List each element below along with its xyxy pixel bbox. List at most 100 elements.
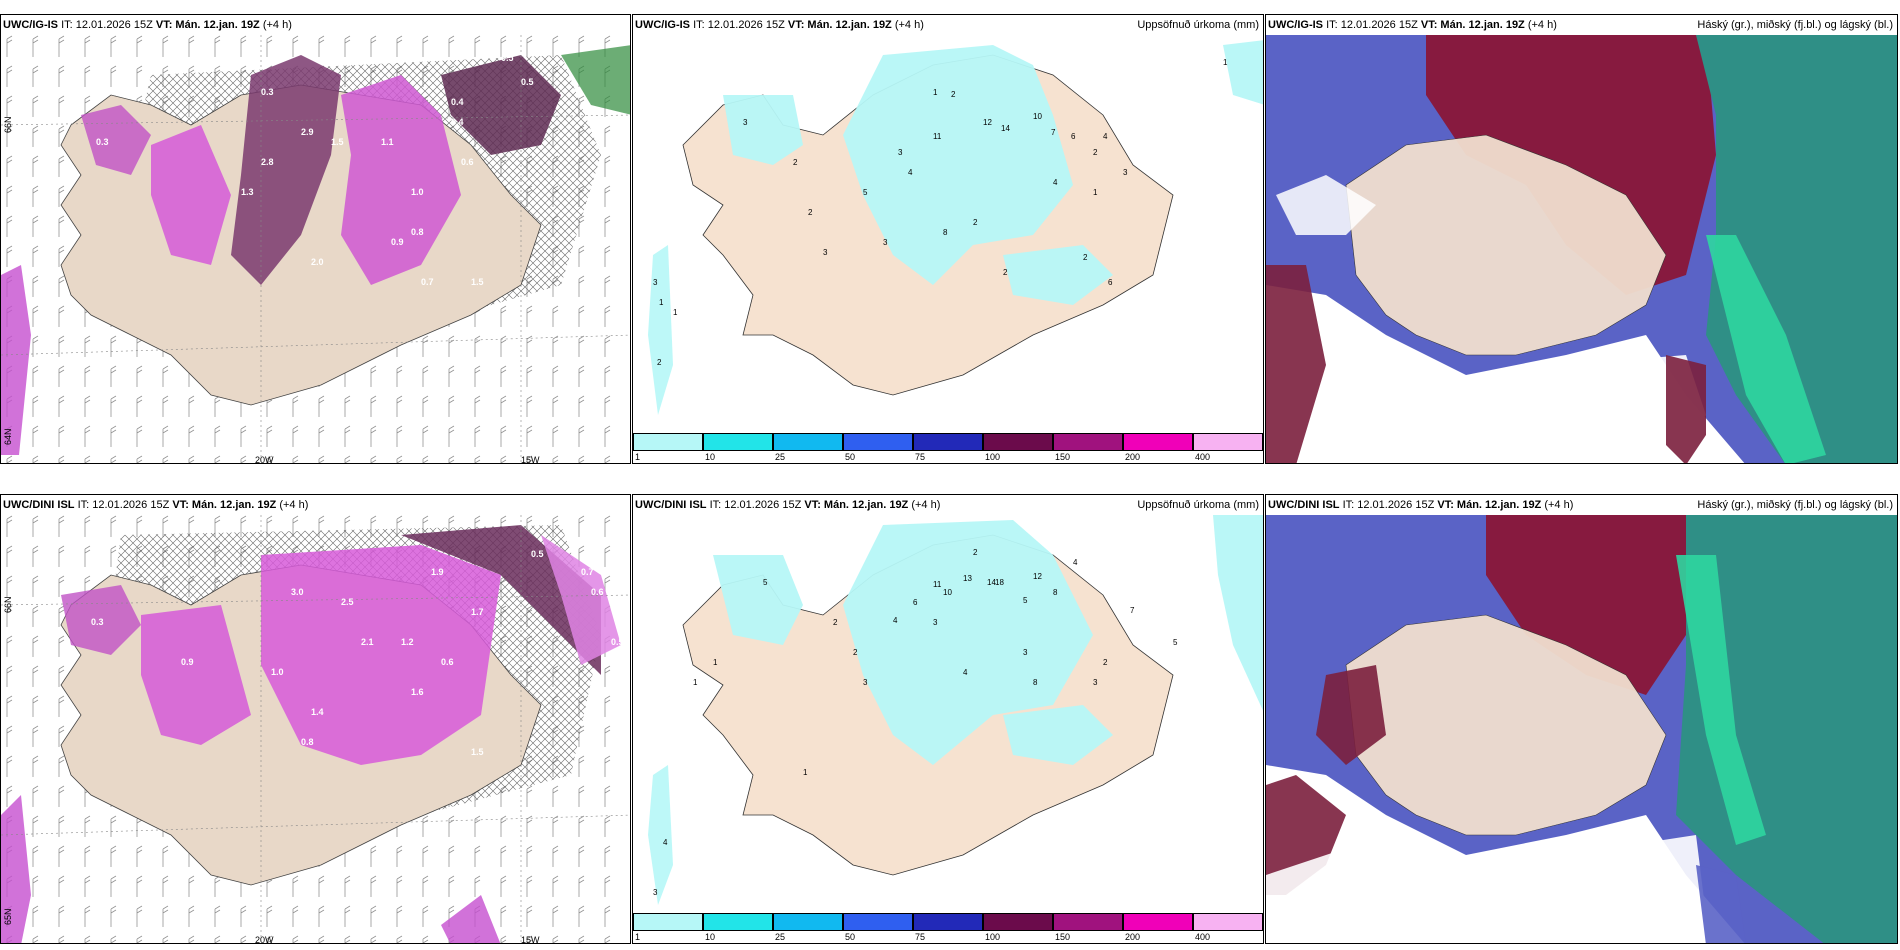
init-time: IT: 12.01.2026 15Z (1342, 499, 1435, 511)
colorbar-label: 200 (1125, 452, 1141, 462)
value-label: 3 (743, 118, 748, 127)
precip-title: Uppsöfnuð úrkoma (mm) (1137, 19, 1259, 31)
colorbar-swatch (773, 913, 843, 931)
value-label: 2 (973, 218, 978, 227)
value-label: 2 (657, 358, 662, 367)
value-label: 0.9 (181, 657, 194, 667)
colorbar-label: 25 (775, 452, 786, 462)
lon-label-20w: 20W (255, 455, 274, 464)
colorbar-label: 200 (1125, 932, 1141, 942)
value-label: 1 (659, 298, 664, 307)
value-label: 2 (808, 208, 813, 217)
colorbar-label: 75 (915, 452, 926, 462)
value-label: 4 (1103, 132, 1108, 141)
value-label: 8 (1053, 588, 1058, 597)
colorbar-label: 10 (705, 452, 716, 462)
valid-time: VT: Mán. 12.jan. 19Z (172, 499, 277, 511)
value-label: 4 (963, 668, 968, 677)
value-label: 2.0 (311, 257, 324, 267)
valid-time: VT: Mán. 12.jan. 19Z (1420, 19, 1525, 31)
valid-time: VT: Mán. 12.jan. 19Z (155, 19, 260, 31)
init-time: IT: 12.01.2026 15Z (709, 499, 802, 511)
colorbar-swatch (633, 913, 703, 931)
value-label: 0.5 (501, 53, 514, 63)
wind-map: 0.5 0.7 0.6 3.0 2.5 2.1 1.7 1.6 1.4 1.2 … (1, 515, 630, 943)
value-label: 1.1 (381, 137, 394, 147)
value-label: 0.7 (581, 567, 594, 577)
lon-label-15w: 15W (521, 455, 540, 464)
value-label: 10 (943, 588, 952, 597)
value-label: 3 (1123, 168, 1128, 177)
colorbar-swatch (1123, 433, 1193, 451)
colorbar-swatch (703, 913, 773, 931)
lead-time: (+4 h) (1527, 19, 1557, 31)
value-label: 3 (883, 238, 888, 247)
value-label: 3 (1023, 648, 1028, 657)
value-label: 7 (1051, 128, 1056, 137)
value-label: 1.0 (411, 187, 424, 197)
value-label: 12 (1033, 572, 1042, 581)
value-label: 2 (793, 158, 798, 167)
lon-label-20w: 20W (255, 935, 274, 944)
value-label: 2.9 (301, 127, 314, 137)
cloud-title: Háský (gr.), miðský (fj.bl.) og lágský (… (1697, 19, 1893, 31)
value-label: 0.8 (411, 227, 424, 237)
value-label: 1.9 (431, 567, 444, 577)
value-label: 3.0 (291, 587, 304, 597)
value-label: 1.5 (331, 137, 344, 147)
colorbar-swatch (1123, 913, 1193, 931)
lat-label-66n: 66N (3, 596, 13, 613)
lon-label-15w: 15W (521, 935, 540, 944)
cloud-map (1266, 515, 1897, 943)
value-label: 0.7 (421, 277, 434, 287)
value-label: 2 (1003, 268, 1008, 277)
value-label: 3 (933, 618, 938, 627)
panel-header: UWC/DINI ISL IT: 12.01.2026 15Z VT: Mán.… (1266, 495, 1573, 515)
colorbar-label: 100 (985, 932, 1001, 942)
value-label: 4 (1073, 558, 1078, 567)
colorbar-label: 1 (635, 452, 641, 462)
colorbar-label: 400 (1195, 932, 1211, 942)
value-label: 1 (713, 658, 718, 667)
value-label: 11 (933, 580, 942, 589)
precip-map: 2 11 10 13 14 18 12 4 5 8 6 3 4 2 5 1 7 … (633, 515, 1263, 915)
value-label: 8 (1033, 678, 1038, 687)
value-label: 1.5 (471, 747, 484, 757)
value-label: 0.3 (91, 617, 104, 627)
lead-time: (+4 h) (894, 19, 924, 31)
colorbar-swatch (913, 433, 983, 451)
value-label: 12 (983, 118, 992, 127)
lat-label-66n: 66N (3, 116, 13, 133)
value-label: 1.7 (471, 607, 484, 617)
precip-colorbar: 1 10 25 50 75 100 150 200 400 (633, 433, 1263, 463)
colorbar-swatch (633, 433, 703, 451)
value-label: 1.3 (241, 187, 254, 197)
value-label: 0.8 (301, 737, 314, 747)
value-label: 1 (693, 678, 698, 687)
lead-time: (+4 h) (911, 499, 941, 511)
value-label: 1.5 (471, 277, 484, 287)
precip-title: Uppsöfnuð úrkoma (mm) (1137, 499, 1259, 511)
precip-colorbar: 1 10 25 50 75 100 150 200 400 (633, 913, 1263, 943)
panel-header: UWC/DINI ISL IT: 12.01.2026 15Z VT: Mán.… (1, 495, 308, 515)
value-label: 0.3 (261, 87, 274, 97)
lead-time: (+4 h) (1544, 499, 1574, 511)
value-label: 10 (1033, 112, 1042, 121)
model-name: UWC/DINI ISL (3, 499, 75, 511)
colorbar-swatch (1053, 433, 1123, 451)
value-label: 1.0 (271, 667, 284, 677)
value-label: 0.5 (521, 77, 534, 87)
value-label: 8 (943, 228, 948, 237)
value-label: 2 (1093, 148, 1098, 157)
colorbar-swatch (843, 433, 913, 451)
model-name: UWC/DINI ISL (1268, 499, 1340, 511)
cloud-title: Háský (gr.), miðský (fj.bl.) og lágský (… (1697, 499, 1893, 511)
lat-label-64n: 64N (3, 428, 13, 445)
value-label: 0.3 (96, 137, 109, 147)
value-label: 4 (1053, 178, 1058, 187)
panel-wind-top: UWC/IG-IS IT: 12.01.2026 15Z VT: Mán. 12… (0, 14, 631, 464)
colorbar-swatch (913, 913, 983, 931)
colorbar-label: 150 (1055, 932, 1071, 942)
wind-map: 0.5 0.3 2.9 2.8 1.5 1.1 1.0 0.8 0.6 0.4 … (1, 35, 630, 463)
valid-time: VT: Mán. 12.jan. 19Z (1437, 499, 1542, 511)
